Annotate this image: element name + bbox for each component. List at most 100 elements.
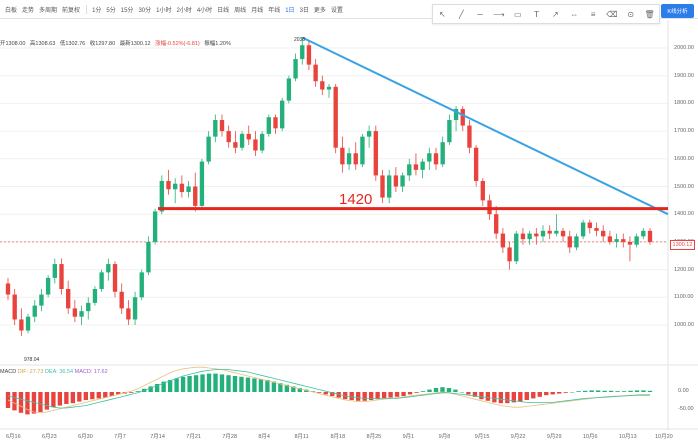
candle-up — [400, 175, 405, 187]
toolbar-item[interactable]: 月线 — [251, 7, 264, 14]
pin-icon[interactable]: ⊙ — [627, 9, 635, 19]
x-tick-label: 9月1 — [402, 434, 415, 440]
toolbar-item[interactable]: 5分 — [106, 7, 116, 14]
x-tick-label: 10月6 — [582, 434, 598, 440]
horizontal-line-icon[interactable]: ─ — [477, 9, 483, 19]
macd-bar-up — [446, 388, 452, 392]
x-tick-label: 7月14 — [150, 434, 165, 440]
arrow-icon[interactable]: ↗ — [552, 9, 559, 19]
toolbar-item[interactable]: 年线 — [268, 7, 281, 14]
candle-down — [560, 230, 566, 237]
macd-bar-down — [5, 392, 11, 408]
rectangle-icon[interactable]: ▭ — [513, 9, 522, 19]
y-tick-label: 1200.00 — [674, 266, 694, 273]
macd-bar-up — [621, 391, 627, 392]
candle-down — [233, 142, 238, 148]
macd-bar-up — [232, 376, 238, 392]
toolbar-item[interactable]: 更多 — [313, 7, 326, 14]
trendline-icon[interactable]: ╱ — [458, 9, 464, 19]
macd-bar-up — [284, 384, 290, 392]
y-tick-label: 1000.00 — [674, 322, 694, 328]
macd-bar-down — [129, 392, 134, 393]
macd-bar-down — [330, 392, 335, 396]
trash-icon[interactable]: 🗑 — [644, 9, 655, 19]
candle-up — [152, 211, 158, 242]
candle-down — [520, 233, 526, 240]
fib-icon[interactable]: ≡ — [590, 9, 596, 19]
macd-bar-up — [265, 380, 270, 392]
candle-up — [427, 153, 432, 162]
toolbar-item[interactable]: 15分 — [120, 7, 134, 14]
toolbar-item[interactable]: 周线 — [234, 7, 247, 14]
macd-bar-up — [291, 386, 296, 392]
kline-analysis-button[interactable]: K线分析 — [661, 4, 694, 18]
support-level-label: 1420 — [339, 191, 373, 208]
cursor-icon[interactable]: ↖ — [439, 9, 446, 19]
text-icon[interactable]: T — [534, 9, 539, 19]
macd-bar-up — [174, 378, 179, 392]
macd-bar-up — [647, 390, 653, 392]
macd-bar-down — [498, 392, 504, 404]
candle-down — [473, 147, 479, 181]
macd-bar-down — [407, 392, 413, 395]
toolbar-item[interactable]: 走势 — [22, 7, 35, 14]
candle-down — [179, 183, 185, 193]
x-tick-label: 9月29 — [546, 434, 562, 440]
x-tick-label: 7月7 — [114, 434, 126, 440]
x-tick-label: 9月22 — [510, 434, 526, 440]
toolbar-item[interactable]: 1小时 — [156, 7, 172, 14]
toolbar-item[interactable]: 3日 — [299, 7, 309, 14]
toolbar-item[interactable]: 白板 — [5, 7, 18, 14]
candle-down — [226, 131, 231, 143]
candle-up — [25, 316, 31, 331]
macd-bar-down — [479, 392, 484, 400]
candle-down — [66, 288, 71, 309]
candle-up — [641, 230, 646, 237]
candle-down — [393, 175, 399, 187]
toolbar-item[interactable]: 日线 — [217, 7, 230, 14]
candle-down — [112, 264, 118, 292]
toolbar-item[interactable]: 2小时 — [176, 7, 192, 14]
macd-bar-up — [634, 390, 640, 392]
macd-bar-down — [349, 392, 354, 400]
candle-down — [273, 117, 278, 129]
macd-bar-up — [161, 381, 166, 392]
candle-down — [193, 186, 198, 206]
candle-up — [293, 59, 298, 79]
candle-up — [540, 230, 546, 237]
macd-bar-up — [310, 391, 315, 392]
stat-change: 涨幅-0.52%(-6.81) — [155, 41, 200, 47]
candle-down — [534, 233, 539, 237]
measure-icon[interactable]: ⇔ — [570, 9, 579, 19]
eraser-icon[interactable]: ⌫ — [606, 9, 618, 19]
toolbar-item[interactable]: 设置 — [330, 7, 343, 14]
toolbar-item[interactable]: 前复权 — [62, 7, 81, 14]
candle-down — [340, 147, 345, 165]
macd-bar-up — [602, 390, 607, 392]
toolbar-item[interactable]: 多周期 — [39, 7, 58, 14]
drawing-toolbar: ↖ ╱ ─ ⟶ ▭ T ↗ ⇔ ≡ ⌫ ⊙ 🗑 — [432, 4, 660, 24]
toolbar-item[interactable]: 1分 — [92, 7, 102, 14]
candle-down — [607, 236, 613, 242]
ray-icon[interactable]: ⟶ — [493, 9, 505, 19]
macd-bar-down — [466, 392, 471, 395]
macd-bar-down — [122, 392, 127, 394]
macd-bar-up — [615, 391, 620, 392]
macd-bar-up — [252, 378, 257, 392]
candle-up — [239, 133, 245, 148]
macd-bar-up — [608, 390, 614, 392]
candle-down — [72, 308, 78, 317]
candle-up — [300, 45, 305, 60]
toolbar-item[interactable]: 4小时 — [196, 7, 213, 14]
toolbar-item[interactable]: 1日 — [285, 7, 295, 14]
y-tick-label: 1900.00 — [674, 72, 694, 79]
macd-bar-up — [304, 389, 309, 392]
toolbar-item[interactable]: 30分 — [138, 7, 152, 14]
macd-bar-down — [18, 392, 24, 413]
candle-up — [280, 100, 285, 129]
macd-bar-up — [200, 374, 205, 392]
macd-bar-down — [563, 392, 568, 393]
macd-bar-down — [336, 392, 341, 398]
macd-bar-up — [258, 379, 264, 392]
